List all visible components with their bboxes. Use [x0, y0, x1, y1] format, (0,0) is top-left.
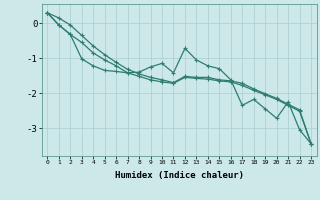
X-axis label: Humidex (Indice chaleur): Humidex (Indice chaleur): [115, 171, 244, 180]
